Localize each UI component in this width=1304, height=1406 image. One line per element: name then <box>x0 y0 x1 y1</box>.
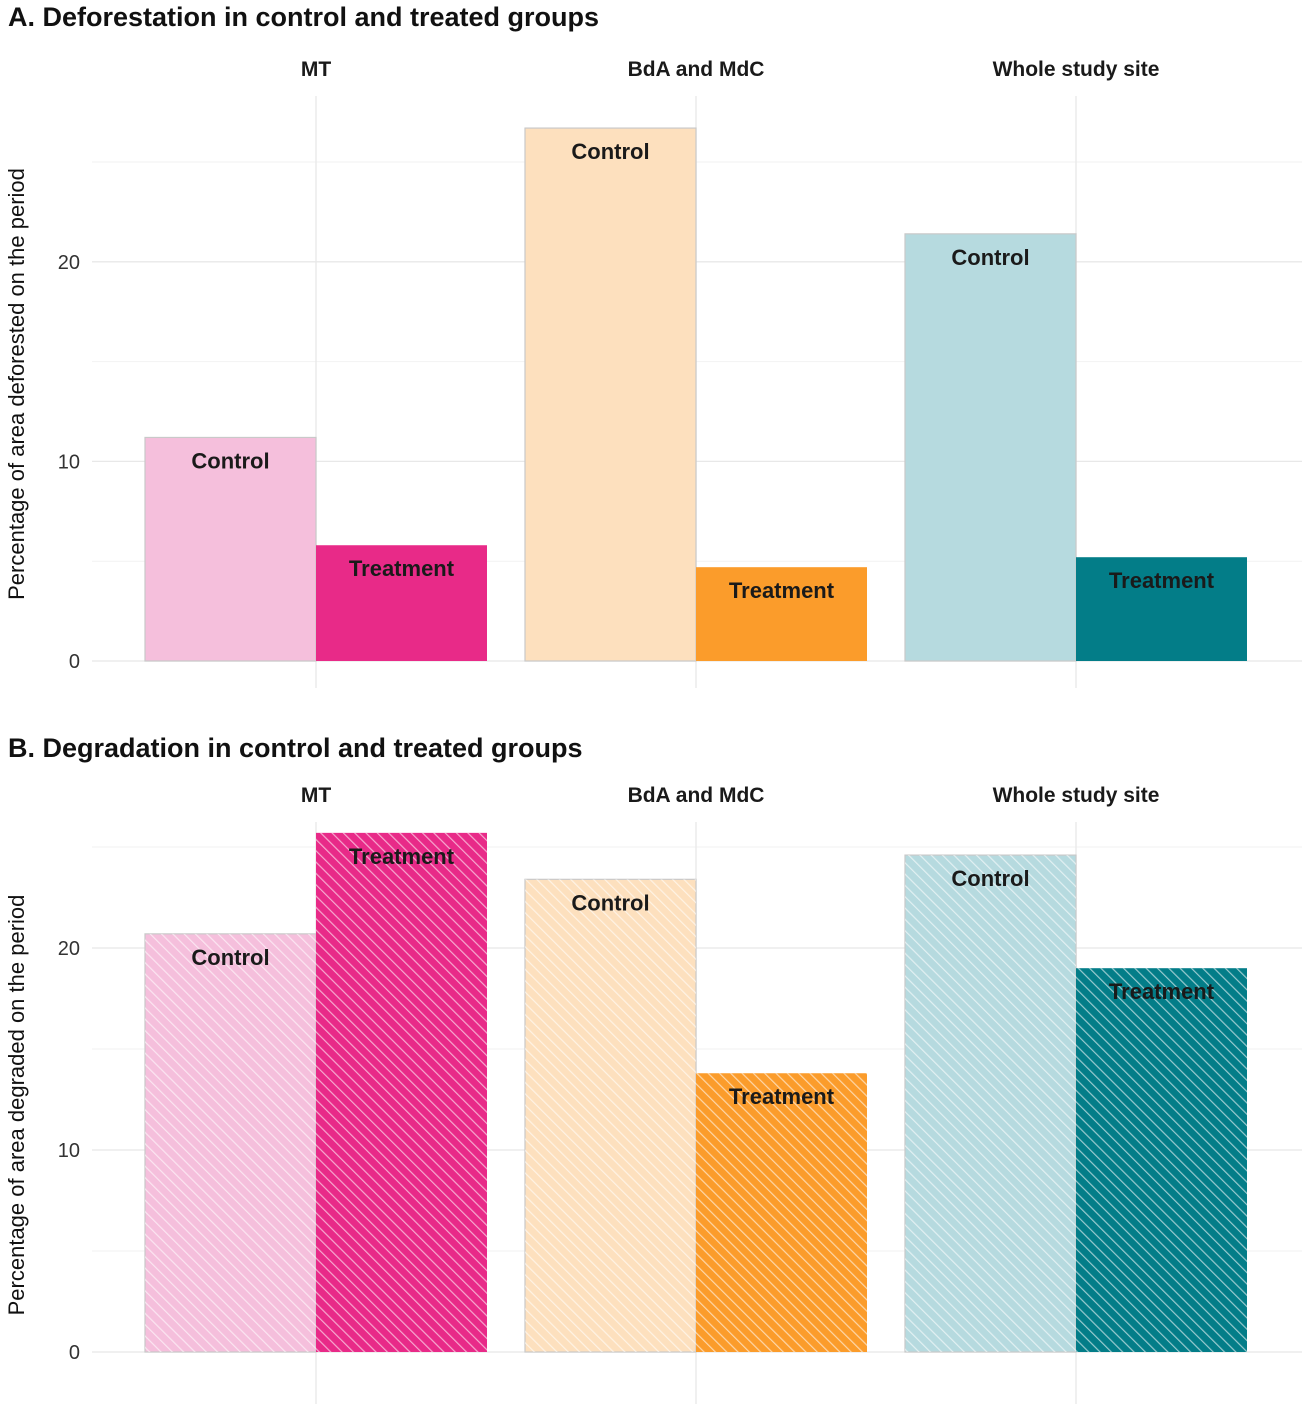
facet-label: Whole study site <box>993 58 1160 81</box>
y-axis-title: Percentage of area deforested on the per… <box>4 168 29 600</box>
y-tick-label: 20 <box>58 252 80 274</box>
bar-label: Treatment <box>1109 979 1215 1004</box>
bar-label: Treatment <box>349 556 455 581</box>
bar-label: Treatment <box>729 1084 835 1109</box>
bar-hatch <box>1076 968 1247 1352</box>
bar-hatch <box>696 1073 867 1352</box>
bar-label: Control <box>191 448 269 473</box>
bar-label: Treatment <box>1109 568 1215 593</box>
y-tick-label: 20 <box>58 938 80 960</box>
bar-treatment <box>316 545 487 661</box>
degradation-chart: 0 10 20 Percentage of area degraded on the … <box>4 784 1302 1404</box>
facet-label: MT <box>301 58 331 81</box>
facet-label: BdA and MdC <box>628 784 765 807</box>
bar-label: Control <box>571 139 649 164</box>
bar-label: Treatment <box>349 844 455 869</box>
bar-label: Control <box>951 866 1029 891</box>
bar-label: Control <box>191 945 269 970</box>
bar-hatch <box>145 933 316 1352</box>
y-tick-label: 0 <box>69 1342 80 1364</box>
bar-hatch <box>316 832 487 1352</box>
bar-label: Control <box>951 245 1029 270</box>
bar-hatch <box>905 855 1076 1352</box>
bar-treatment <box>1076 557 1247 661</box>
bar-control <box>144 436 317 662</box>
y-tick-label: 0 <box>69 651 80 673</box>
deforestation-chart: 0 10 20 Percentage of area deforested on th… <box>4 58 1302 688</box>
bar-control <box>524 127 697 662</box>
bar-label: Control <box>571 890 649 915</box>
bar-label: Treatment <box>729 578 835 603</box>
panel-b-title: B. Degradation in control and treated gr… <box>8 733 583 763</box>
bar-control <box>904 233 1077 662</box>
bar-hatch <box>525 879 696 1352</box>
y-axis-title: Percentage of area degraded on the perio… <box>4 895 29 1316</box>
facet-label: Whole study site <box>993 784 1160 807</box>
y-tick-label: 10 <box>58 451 80 473</box>
panel-a-title: A. Deforestation in control and treated … <box>8 2 600 32</box>
y-tick-label: 10 <box>58 1140 80 1162</box>
facet-label: MT <box>301 784 331 807</box>
facet-label: BdA and MdC <box>628 58 765 81</box>
bar-treatment <box>696 567 867 661</box>
